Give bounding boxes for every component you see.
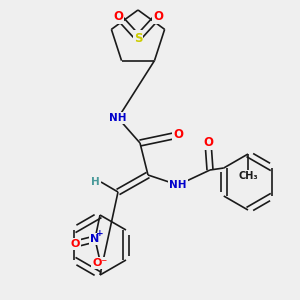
Text: O: O xyxy=(173,128,183,142)
Text: H: H xyxy=(91,177,99,187)
Text: NH: NH xyxy=(109,113,127,123)
Text: O: O xyxy=(153,10,163,22)
Text: N: N xyxy=(90,234,100,244)
Text: S: S xyxy=(134,32,142,44)
Text: NH: NH xyxy=(169,180,187,190)
Text: O⁻: O⁻ xyxy=(92,258,108,268)
Text: O: O xyxy=(203,136,213,148)
Text: +: + xyxy=(96,230,104,238)
Text: O: O xyxy=(113,10,123,22)
Text: CH₃: CH₃ xyxy=(238,171,258,181)
Text: O: O xyxy=(70,239,80,249)
